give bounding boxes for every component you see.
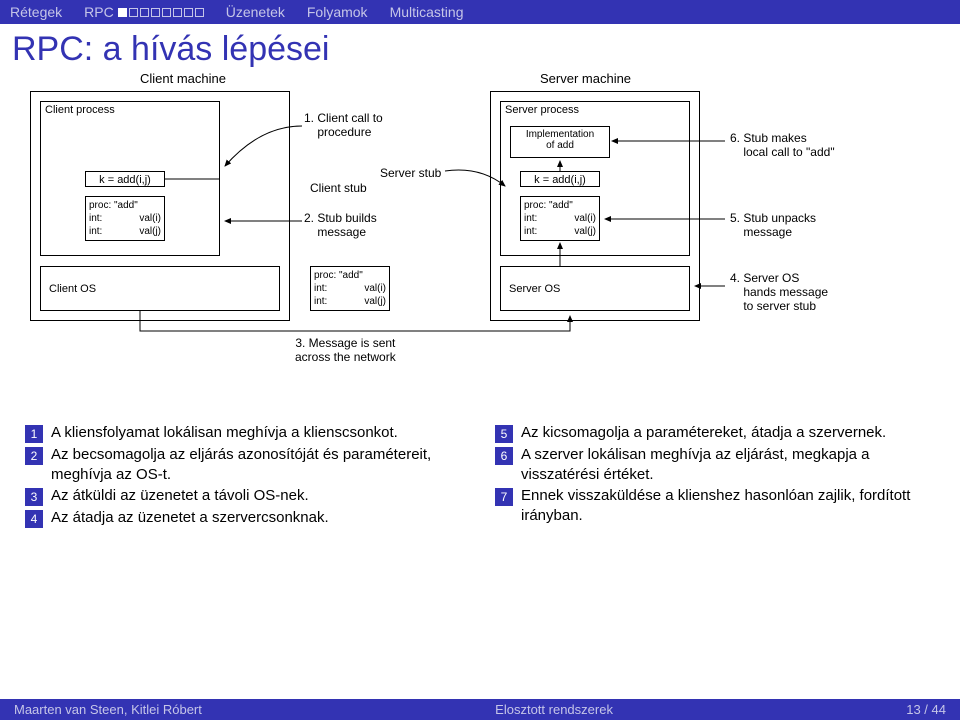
step-number: 4 bbox=[25, 510, 43, 528]
label: Client OS bbox=[49, 283, 96, 295]
proc-cell: val(j) bbox=[364, 295, 386, 308]
step-text: A kliensfolyamat lokálisan meghívja a kl… bbox=[51, 423, 398, 443]
proc-header: proc: "add" bbox=[314, 269, 386, 282]
progress-square bbox=[129, 8, 138, 17]
label-server-stub: Server stub bbox=[380, 166, 441, 180]
impl-box: Implementation of add bbox=[510, 126, 610, 158]
proc-cell: val(i) bbox=[139, 212, 161, 225]
step-item: 6 A szerver lokálisan meghívja az eljárás… bbox=[495, 445, 935, 484]
step-number: 6 bbox=[495, 447, 513, 465]
proc-header: proc: "add" bbox=[524, 199, 596, 212]
footer-right: 13 / 44 bbox=[906, 702, 946, 717]
step-item: 4 Az átadja az üzenetet a szervercsonknak… bbox=[25, 508, 465, 528]
proc-cell: int: bbox=[524, 225, 537, 238]
step-text: A szerver lokálisan meghívja az eljárást… bbox=[521, 445, 935, 484]
footer-center: Elosztott rendszerek bbox=[495, 702, 613, 717]
step-text: Az átküldi az üzenetet a távoli OS-nek. bbox=[51, 486, 309, 506]
proc-box-server: proc: "add" int: val(i) int: val(j) bbox=[520, 196, 600, 241]
proc-cell: val(i) bbox=[574, 212, 596, 225]
step-item: 3 Az átküldi az üzenetet a távoli OS-nek. bbox=[25, 486, 465, 506]
nav-item[interactable]: Üzenetek bbox=[226, 4, 285, 20]
nav-item[interactable]: Rétegek bbox=[10, 4, 62, 20]
proc-cell: int: bbox=[89, 225, 102, 238]
proc-cell: val(j) bbox=[139, 225, 161, 238]
label-client-stub: Client stub bbox=[310, 181, 367, 195]
client-os-box: Client OS bbox=[40, 266, 280, 311]
step-item: 2 Az becsomagolja az eljárás azonosítóját… bbox=[25, 445, 465, 484]
steps-left: 1 A kliensfolyamat lokálisan meghívja a k… bbox=[25, 423, 465, 530]
note-5: 5. Stub unpacks message bbox=[730, 211, 816, 239]
nav-bar: Rétegek RPC Üzenetek Folyamok Multicasti… bbox=[0, 0, 960, 24]
step-number: 3 bbox=[25, 488, 43, 506]
step-number: 7 bbox=[495, 488, 513, 506]
note-1: 1. Client call to procedure bbox=[304, 111, 383, 139]
proc-cell: int: bbox=[89, 212, 102, 225]
progress-square bbox=[140, 8, 149, 17]
step-number: 5 bbox=[495, 425, 513, 443]
k-eq-client: k = add(i,j) bbox=[85, 171, 165, 187]
proc-cell: int: bbox=[314, 295, 327, 308]
step-number: 1 bbox=[25, 425, 43, 443]
step-text: Az becsomagolja az eljárás azonosítóját … bbox=[51, 445, 465, 484]
proc-cell: val(i) bbox=[364, 282, 386, 295]
step-item: 1 A kliensfolyamat lokálisan meghívja a k… bbox=[25, 423, 465, 443]
server-os-box: Server OS bbox=[500, 266, 690, 311]
step-item: 7 Ennek visszaküldése a klienshez hasonló… bbox=[495, 486, 935, 525]
nav-item[interactable]: Folyamok bbox=[307, 4, 368, 20]
step-text: Ennek visszaküldése a klienshez hasonlóa… bbox=[521, 486, 935, 525]
proc-cell: int: bbox=[314, 282, 327, 295]
nav-label: RPC bbox=[84, 4, 114, 20]
progress-square bbox=[195, 8, 204, 17]
note-6: 6. Stub makes local call to "add" bbox=[730, 131, 835, 159]
rpc-diagram: Client machine Server machine Client pro… bbox=[10, 71, 950, 411]
steps-container: 1 A kliensfolyamat lokálisan meghívja a k… bbox=[0, 411, 960, 530]
progress-square bbox=[184, 8, 193, 17]
steps-right: 5 Az kicsomagolja a paramétereket, átadja… bbox=[495, 423, 935, 530]
footer: Maarten van Steen, Kitlei Róbert Eloszto… bbox=[0, 699, 960, 720]
note-3: 3. Message is sent across the network bbox=[295, 336, 396, 364]
nav-item[interactable]: Multicasting bbox=[390, 4, 464, 20]
progress-squares bbox=[118, 8, 204, 17]
step-item: 5 Az kicsomagolja a paramétereket, átadja… bbox=[495, 423, 935, 443]
step-number: 2 bbox=[25, 447, 43, 465]
label-client-machine: Client machine bbox=[140, 71, 226, 86]
proc-cell: int: bbox=[524, 212, 537, 225]
progress-square bbox=[162, 8, 171, 17]
label: Client process bbox=[45, 104, 115, 116]
footer-left: Maarten van Steen, Kitlei Róbert bbox=[14, 702, 202, 717]
progress-square bbox=[118, 8, 127, 17]
note-4: 4. Server OS hands message to server stu… bbox=[730, 271, 828, 313]
proc-box-message: proc: "add" int: val(i) int: val(j) bbox=[310, 266, 390, 311]
k-eq-server: k = add(i,j) bbox=[520, 171, 600, 187]
proc-box-client: proc: "add" int: val(i) int: val(j) bbox=[85, 196, 165, 241]
proc-cell: val(j) bbox=[574, 225, 596, 238]
progress-square bbox=[151, 8, 160, 17]
nav-item[interactable]: RPC bbox=[84, 4, 204, 20]
page-title: RPC: a hívás lépései bbox=[0, 24, 960, 71]
progress-square bbox=[173, 8, 182, 17]
label-server-machine: Server machine bbox=[540, 71, 631, 86]
label: Server OS bbox=[509, 283, 560, 295]
label: Server process bbox=[505, 104, 579, 116]
proc-header: proc: "add" bbox=[89, 199, 161, 212]
note-2: 2. Stub builds message bbox=[304, 211, 377, 239]
step-text: Az kicsomagolja a paramétereket, átadja … bbox=[521, 423, 886, 443]
step-text: Az átadja az üzenetet a szervercsonknak. bbox=[51, 508, 329, 528]
